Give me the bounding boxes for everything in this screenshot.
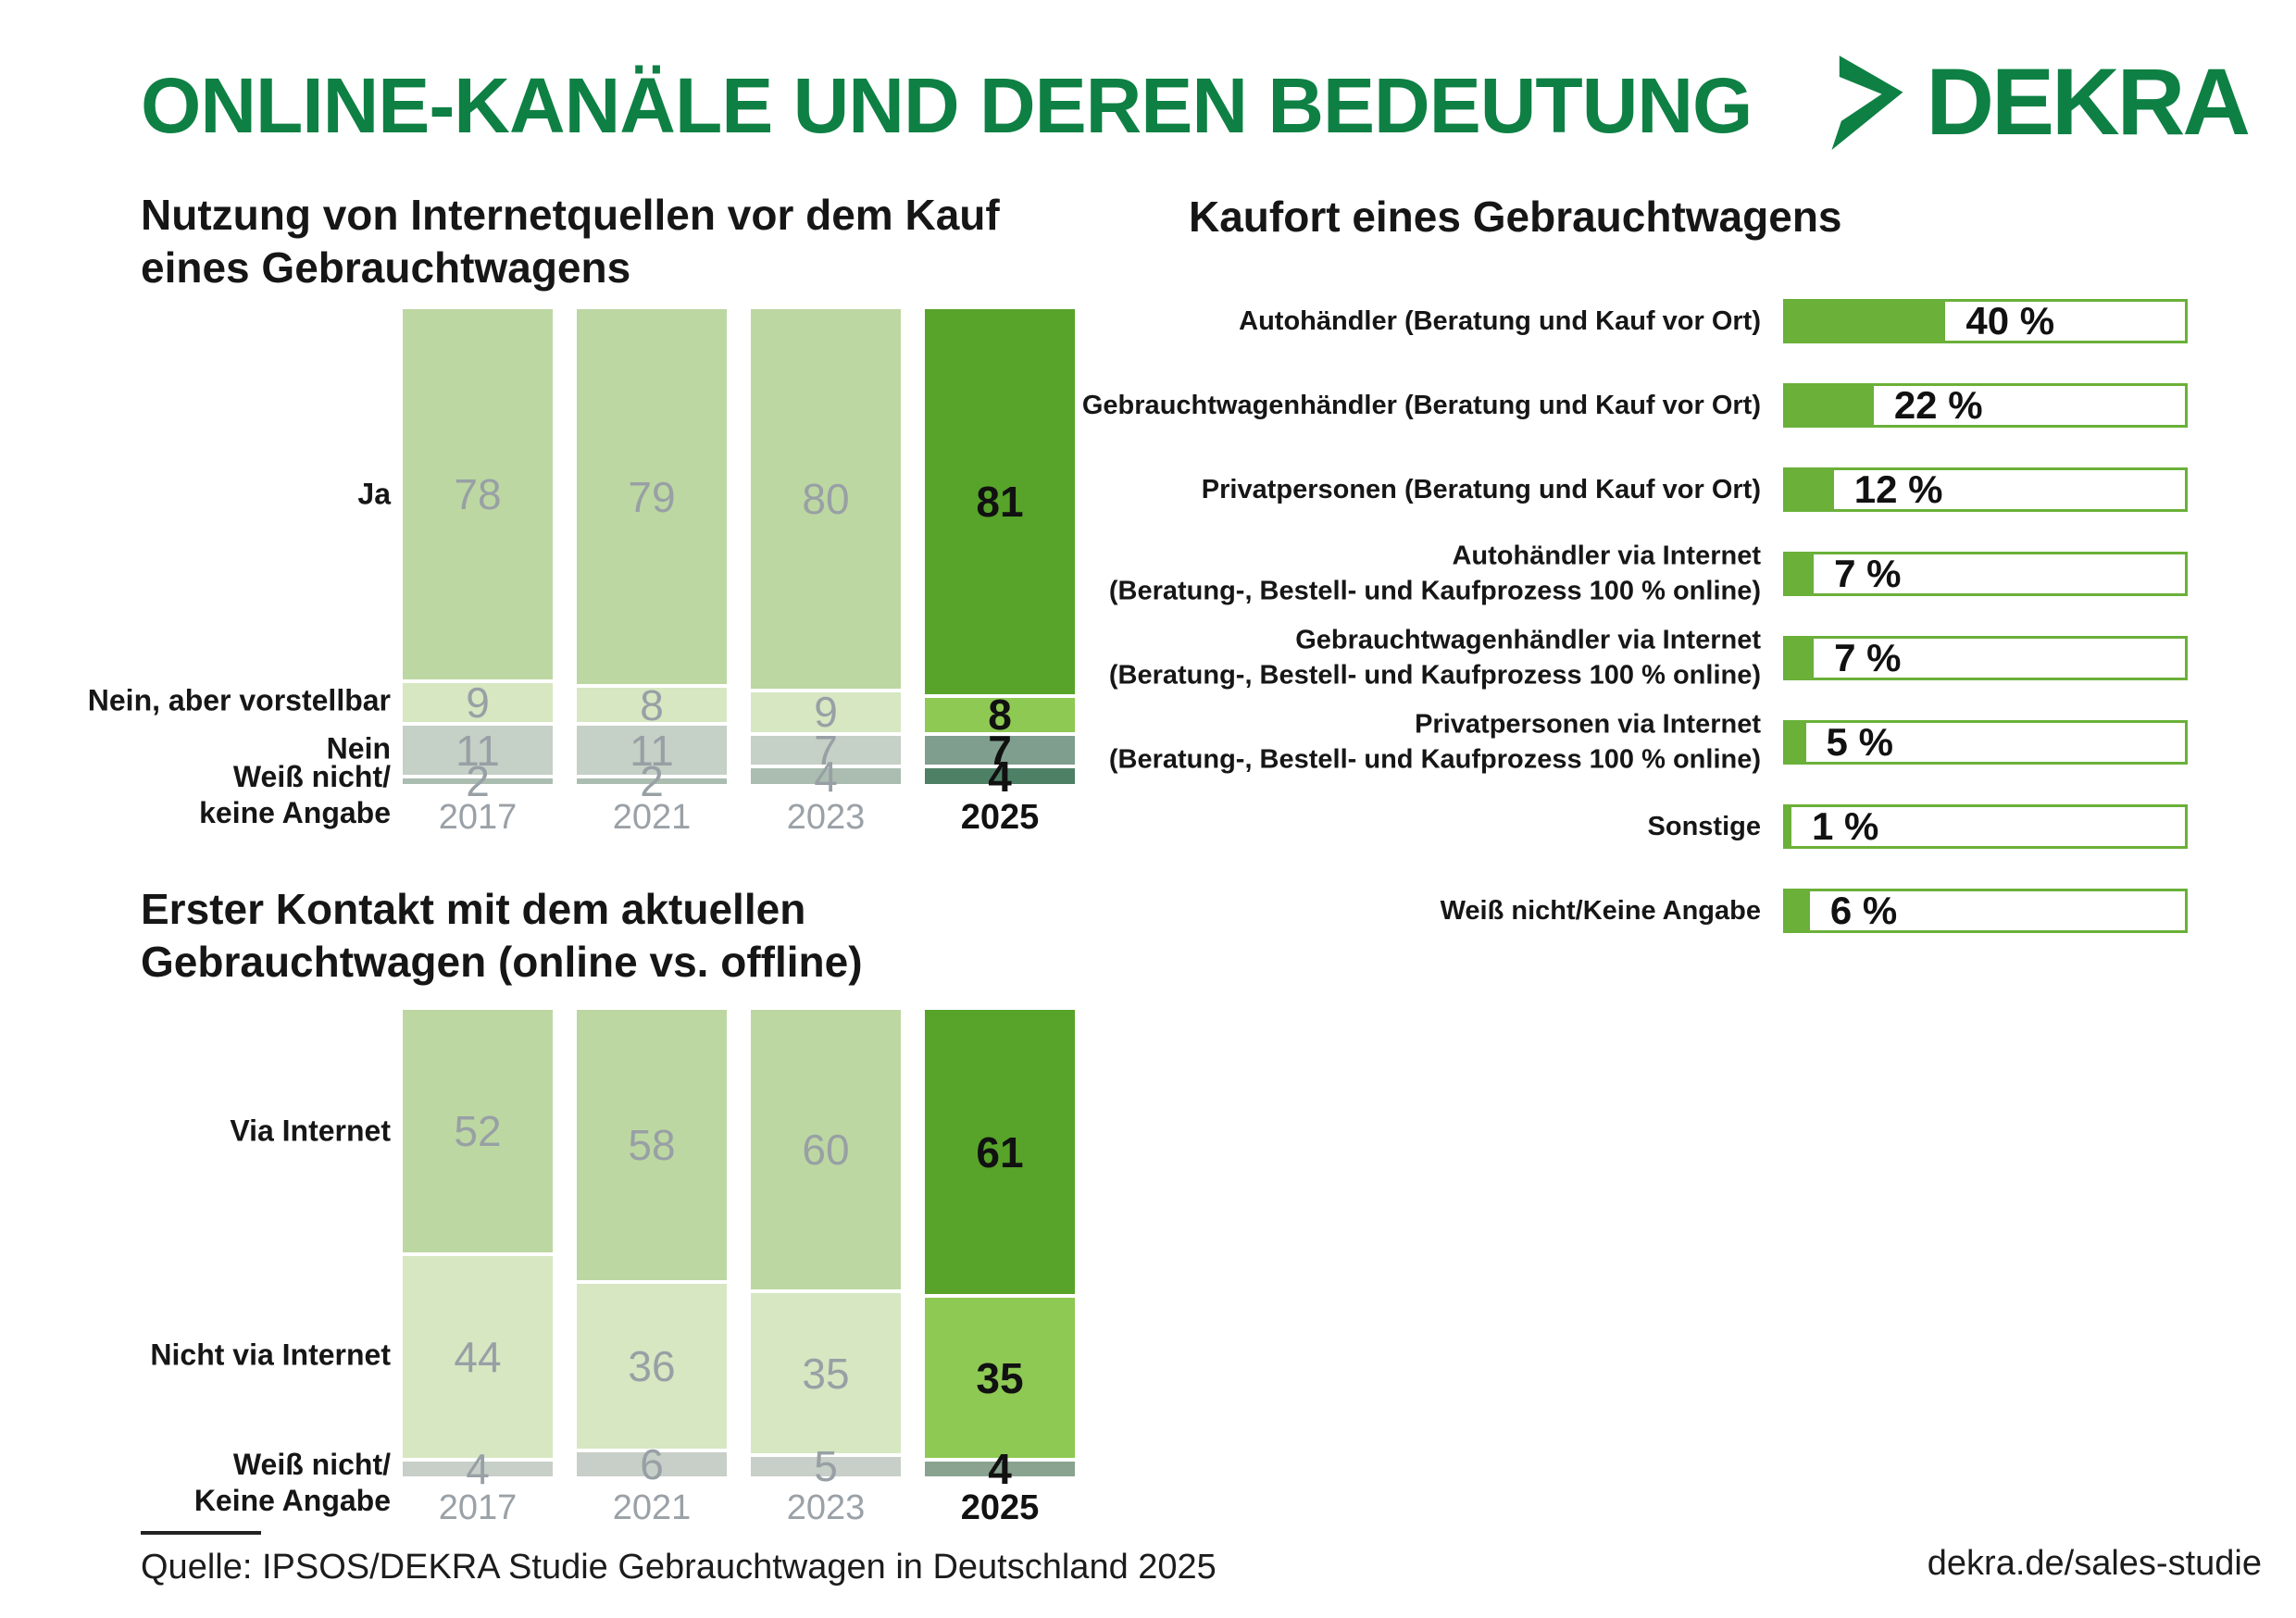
hbar-fill [1786, 723, 1806, 762]
year-label: 2017 [438, 1488, 518, 1527]
year-label: 2025 [960, 798, 1040, 837]
bar-segment: 2 [577, 760, 727, 803]
hbar-fill [1786, 386, 1874, 425]
hbar-track: 1 % [1783, 804, 2188, 849]
year-label: 2017 [438, 798, 518, 837]
bar-segment: 4 [925, 1448, 1075, 1490]
bar-segment: 61 [925, 1010, 1075, 1295]
chart3-title: Kaufort eines Gebrauchtwagens [1189, 193, 1842, 241]
bar-segment: 44 [403, 1252, 553, 1458]
hbar-value-label: 7 % [1834, 636, 1902, 679]
dekra-logo: DEKRA [1831, 49, 2251, 155]
bar-segment: 35 [751, 1289, 901, 1453]
year-label: 2023 [786, 798, 866, 837]
bar-segment: 78 [403, 309, 553, 680]
series-label: Weiß nicht/Keine Angabe [193, 1448, 391, 1518]
website-link: dekra.de/sales-studie [1927, 1544, 2262, 1583]
hbar-value-label: 12 % [1853, 467, 1943, 511]
bar-segment: 52 [403, 1010, 553, 1253]
bar-segment: 81 [925, 309, 1075, 694]
bar-segment: 4 [751, 755, 901, 798]
bar-segment: 4 [403, 1448, 553, 1490]
hbar-fill [1786, 639, 1815, 678]
year-label: 2021 [612, 798, 692, 837]
bar-segment: 36 [577, 1280, 727, 1449]
hbar-row-label: Privatpersonen (Beratung und Kauf vor Or… [1201, 474, 1761, 504]
hbar-value-label: 7 % [1834, 552, 1902, 595]
hbar-value-label: 1 % [1812, 804, 1879, 848]
series-label: Weiß nicht/keine Angabe [199, 760, 391, 830]
bar-segment: 8 [925, 693, 1075, 736]
dekra-logo-text: DEKRA [1926, 49, 2251, 155]
page-title: ONLINE-KANÄLE UND DEREN BEDEUTUNG [141, 62, 1753, 149]
hbar-row-label: Autohändler via Internet (Beratung-, Best… [1108, 541, 1761, 606]
hbar-fill [1786, 470, 1834, 509]
year-label: 2025 [960, 1488, 1040, 1527]
bar-segment: 5 [751, 1445, 901, 1487]
hbar-track: 7 % [1783, 552, 2188, 596]
hbar-track: 12 % [1783, 467, 2188, 512]
bar-segment: 60 [751, 1010, 901, 1290]
bar-segment: 79 [577, 309, 727, 685]
bar-segment: 11 [403, 722, 553, 775]
hbar-value-label: 6 % [1829, 889, 1898, 932]
hbar-value-label: 40 % [1965, 299, 2055, 342]
bar-segment: 7 [925, 729, 1075, 772]
chart2-title: Erster Kontakt mit dem aktuellen Gebrauc… [141, 885, 863, 987]
bar-segment: 58 [577, 1010, 727, 1281]
bar-segment: 8 [577, 684, 727, 727]
bar-segment: 6 [577, 1443, 727, 1486]
hbar-fill [1786, 554, 1815, 593]
bar-segment: 4 [925, 755, 1075, 798]
bar-segment: 7 [751, 729, 901, 772]
year-label: 2021 [612, 1488, 692, 1527]
hbar-fill [1786, 807, 1791, 846]
hbar-track: 40 % [1783, 299, 2188, 343]
series-label: Nein [326, 731, 391, 765]
bar-segment: 2 [403, 760, 553, 803]
bar-segment: 11 [577, 722, 727, 775]
bar-segment: 9 [403, 679, 553, 724]
hbar-row-label: Privatpersonen via Internet (Beratung-, B… [1108, 709, 1761, 775]
source-note: Quelle: IPSOS/DEKRA Studie Gebrauchtwage… [141, 1548, 1217, 1587]
hbar-track: 5 % [1783, 720, 2188, 765]
hbar-row-label: Weiß nicht/Keine Angabe [1440, 895, 1761, 926]
hbar-row-label: Autohändler (Beratung und Kauf vor Ort) [1239, 305, 1761, 336]
bar-segment: 80 [751, 309, 901, 690]
hbar-track: 6 % [1783, 889, 2188, 933]
series-label: Ja [357, 477, 391, 511]
hbar-track: 22 % [1783, 383, 2188, 428]
footer-divider [141, 1531, 261, 1535]
chart1-title: Nutzung von Internetquellen vor dem Kauf… [141, 191, 1000, 292]
bar-segment: 35 [925, 1294, 1075, 1458]
series-label: Nicht via Internet [150, 1338, 391, 1372]
series-label: Nein, aber vorstellbar [87, 683, 391, 717]
hbar-value-label: 22 % [1893, 383, 1983, 427]
dekra-arrow-icon [1831, 56, 1903, 150]
hbar-fill [1786, 302, 1946, 341]
hbar-row-label: Gebrauchtwagenhändler (Beratung und Kauf… [1081, 390, 1761, 420]
bar-segment: 9 [751, 689, 901, 733]
hbar-row-label: Sonstige [1647, 811, 1761, 841]
series-label: Via Internet [230, 1114, 391, 1148]
hbar-track: 7 % [1783, 636, 2188, 680]
hbar-row-label: Gebrauchtwagenhändler via Internet (Berat… [1108, 625, 1761, 691]
year-label: 2023 [786, 1488, 866, 1527]
hbar-value-label: 5 % [1826, 720, 1893, 764]
hbar-fill [1786, 891, 1810, 930]
